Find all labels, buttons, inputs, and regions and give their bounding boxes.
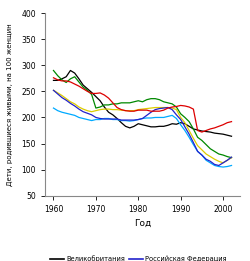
Text: Дети, родившиеся живыми, на 100 женщин: Дети, родившиеся живыми, на 100 женщин [7,23,13,186]
Legend: Великобритания, Литва, Польша, Российская Федерация, Украина, Франция: Великобритания, Литва, Польша, Российска… [49,254,228,261]
X-axis label: Год: Год [134,219,151,228]
